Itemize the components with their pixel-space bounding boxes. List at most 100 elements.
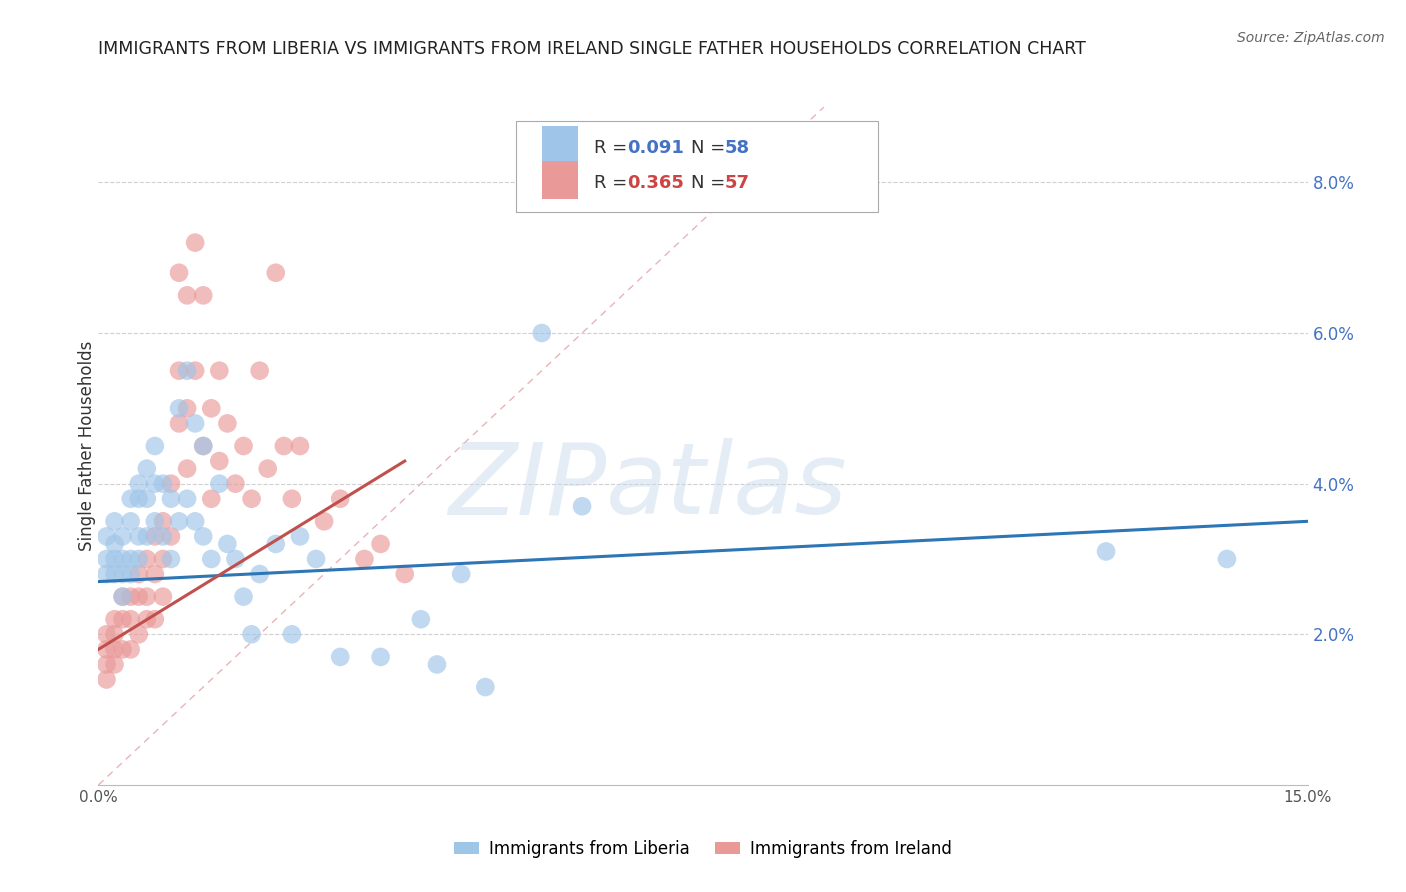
Point [160, 529, 183, 543]
Point [193, 439, 215, 453]
Point [370, 649, 392, 664]
Point [200, 401, 222, 416]
Point [232, 439, 254, 453]
Point [193, 529, 215, 543]
Point [111, 567, 134, 582]
Point [143, 567, 166, 582]
Point [135, 491, 157, 506]
Point [176, 461, 198, 475]
Point [184, 514, 207, 528]
Point [176, 401, 198, 416]
Point [249, 364, 271, 378]
Y-axis label: Single Father Households: Single Father Households [79, 341, 96, 551]
Point [264, 537, 287, 551]
Legend: Immigrants from Liberia, Immigrants from Ireland: Immigrants from Liberia, Immigrants from… [447, 833, 959, 864]
Point [167, 364, 190, 378]
Point [111, 590, 134, 604]
Point [143, 439, 166, 453]
Point [135, 552, 157, 566]
Point [370, 537, 392, 551]
FancyBboxPatch shape [543, 161, 578, 199]
Point [200, 491, 222, 506]
Point [120, 552, 142, 566]
Point [264, 266, 287, 280]
Point [120, 567, 142, 582]
Point [128, 567, 150, 582]
Point [394, 567, 416, 582]
Point [281, 627, 304, 641]
Text: R =: R = [595, 174, 633, 192]
Point [128, 552, 150, 566]
Point [103, 642, 125, 657]
Point [96, 552, 118, 566]
Point [111, 612, 134, 626]
FancyBboxPatch shape [543, 126, 578, 163]
Text: Source: ZipAtlas.com: Source: ZipAtlas.com [1237, 31, 1385, 45]
Point [111, 590, 134, 604]
Point [474, 680, 496, 694]
Text: IMMIGRANTS FROM LIBERIA VS IMMIGRANTS FROM IRELAND SINGLE FATHER HOUSEHOLDS CORR: IMMIGRANTS FROM LIBERIA VS IMMIGRANTS FR… [98, 40, 1087, 58]
Point [152, 514, 174, 528]
Point [314, 514, 336, 528]
Point [217, 537, 239, 551]
Point [120, 514, 142, 528]
Point [135, 529, 157, 543]
Point [193, 439, 215, 453]
Point [1095, 544, 1118, 558]
Point [96, 642, 118, 657]
Point [184, 417, 207, 431]
Point [96, 627, 118, 641]
Point [305, 552, 328, 566]
Text: N =: N = [690, 139, 731, 157]
Point [176, 491, 198, 506]
Point [184, 364, 207, 378]
Text: 57: 57 [724, 174, 749, 192]
Text: 58: 58 [724, 139, 749, 157]
Point [103, 514, 125, 528]
Point [530, 326, 553, 340]
Point [111, 552, 134, 566]
Point [1216, 552, 1239, 566]
Point [256, 461, 278, 475]
Point [288, 439, 311, 453]
Point [120, 612, 142, 626]
Point [200, 552, 222, 566]
Text: R =: R = [595, 139, 633, 157]
Point [152, 529, 174, 543]
Point [329, 649, 352, 664]
Point [103, 657, 125, 672]
Point [176, 364, 198, 378]
Point [208, 454, 231, 468]
Point [152, 590, 174, 604]
Point [176, 288, 198, 302]
Text: ZIP: ZIP [449, 438, 606, 535]
Point [143, 529, 166, 543]
Point [240, 491, 263, 506]
Point [184, 235, 207, 250]
Point [167, 514, 190, 528]
Point [103, 627, 125, 641]
Point [353, 552, 375, 566]
Point [160, 491, 183, 506]
Point [135, 461, 157, 475]
Point [329, 491, 352, 506]
FancyBboxPatch shape [516, 120, 879, 212]
Point [160, 476, 183, 491]
Point [103, 552, 125, 566]
Text: atlas: atlas [606, 438, 848, 535]
Point [135, 590, 157, 604]
Point [128, 476, 150, 491]
Text: 0.091: 0.091 [627, 139, 683, 157]
Point [167, 401, 190, 416]
Point [409, 612, 432, 626]
Text: N =: N = [690, 174, 731, 192]
Point [160, 552, 183, 566]
Point [240, 627, 263, 641]
Point [128, 491, 150, 506]
Point [273, 439, 295, 453]
Point [288, 529, 311, 543]
Point [120, 590, 142, 604]
Point [224, 552, 246, 566]
Point [143, 514, 166, 528]
Point [143, 476, 166, 491]
